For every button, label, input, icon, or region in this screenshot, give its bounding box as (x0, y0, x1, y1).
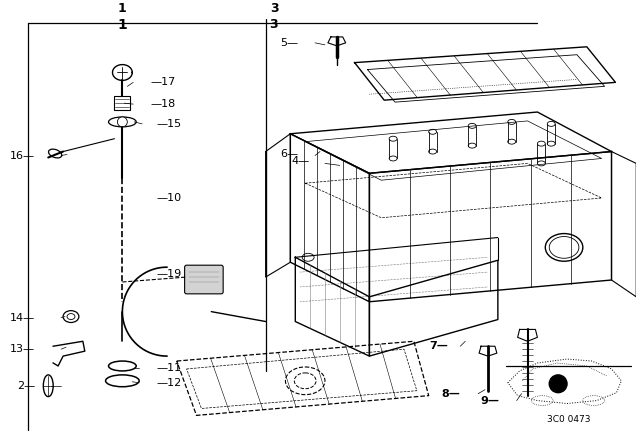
Ellipse shape (109, 117, 136, 127)
Text: —15: —15 (157, 119, 182, 129)
Text: 3C0 0473: 3C0 0473 (547, 415, 591, 424)
Text: 2—: 2— (17, 381, 35, 391)
Text: 13—: 13— (10, 344, 35, 354)
Text: 9—: 9— (481, 396, 500, 405)
FancyBboxPatch shape (184, 265, 223, 294)
Text: —11: —11 (157, 363, 182, 373)
Text: 7—: 7— (429, 341, 449, 351)
Bar (115, 96, 131, 110)
Ellipse shape (49, 149, 62, 158)
Text: —12: —12 (157, 378, 182, 388)
Text: 3: 3 (269, 18, 278, 31)
Text: 4—: 4— (292, 156, 310, 166)
Text: 6—: 6— (280, 149, 298, 159)
Polygon shape (479, 346, 497, 356)
Text: —18: —18 (150, 99, 175, 109)
Polygon shape (518, 329, 538, 341)
Text: —10: —10 (157, 193, 182, 203)
Circle shape (549, 375, 567, 392)
Polygon shape (328, 37, 346, 46)
Text: 3: 3 (271, 2, 279, 15)
Text: 1: 1 (118, 18, 127, 32)
Text: —19: —19 (157, 269, 182, 279)
Text: 8—: 8— (442, 389, 460, 399)
Text: —17: —17 (150, 78, 175, 87)
Text: 1: 1 (117, 2, 126, 15)
Text: 14—: 14— (10, 313, 35, 323)
Circle shape (117, 117, 127, 127)
Text: 16—: 16— (10, 151, 35, 160)
Text: 5—: 5— (280, 38, 298, 48)
